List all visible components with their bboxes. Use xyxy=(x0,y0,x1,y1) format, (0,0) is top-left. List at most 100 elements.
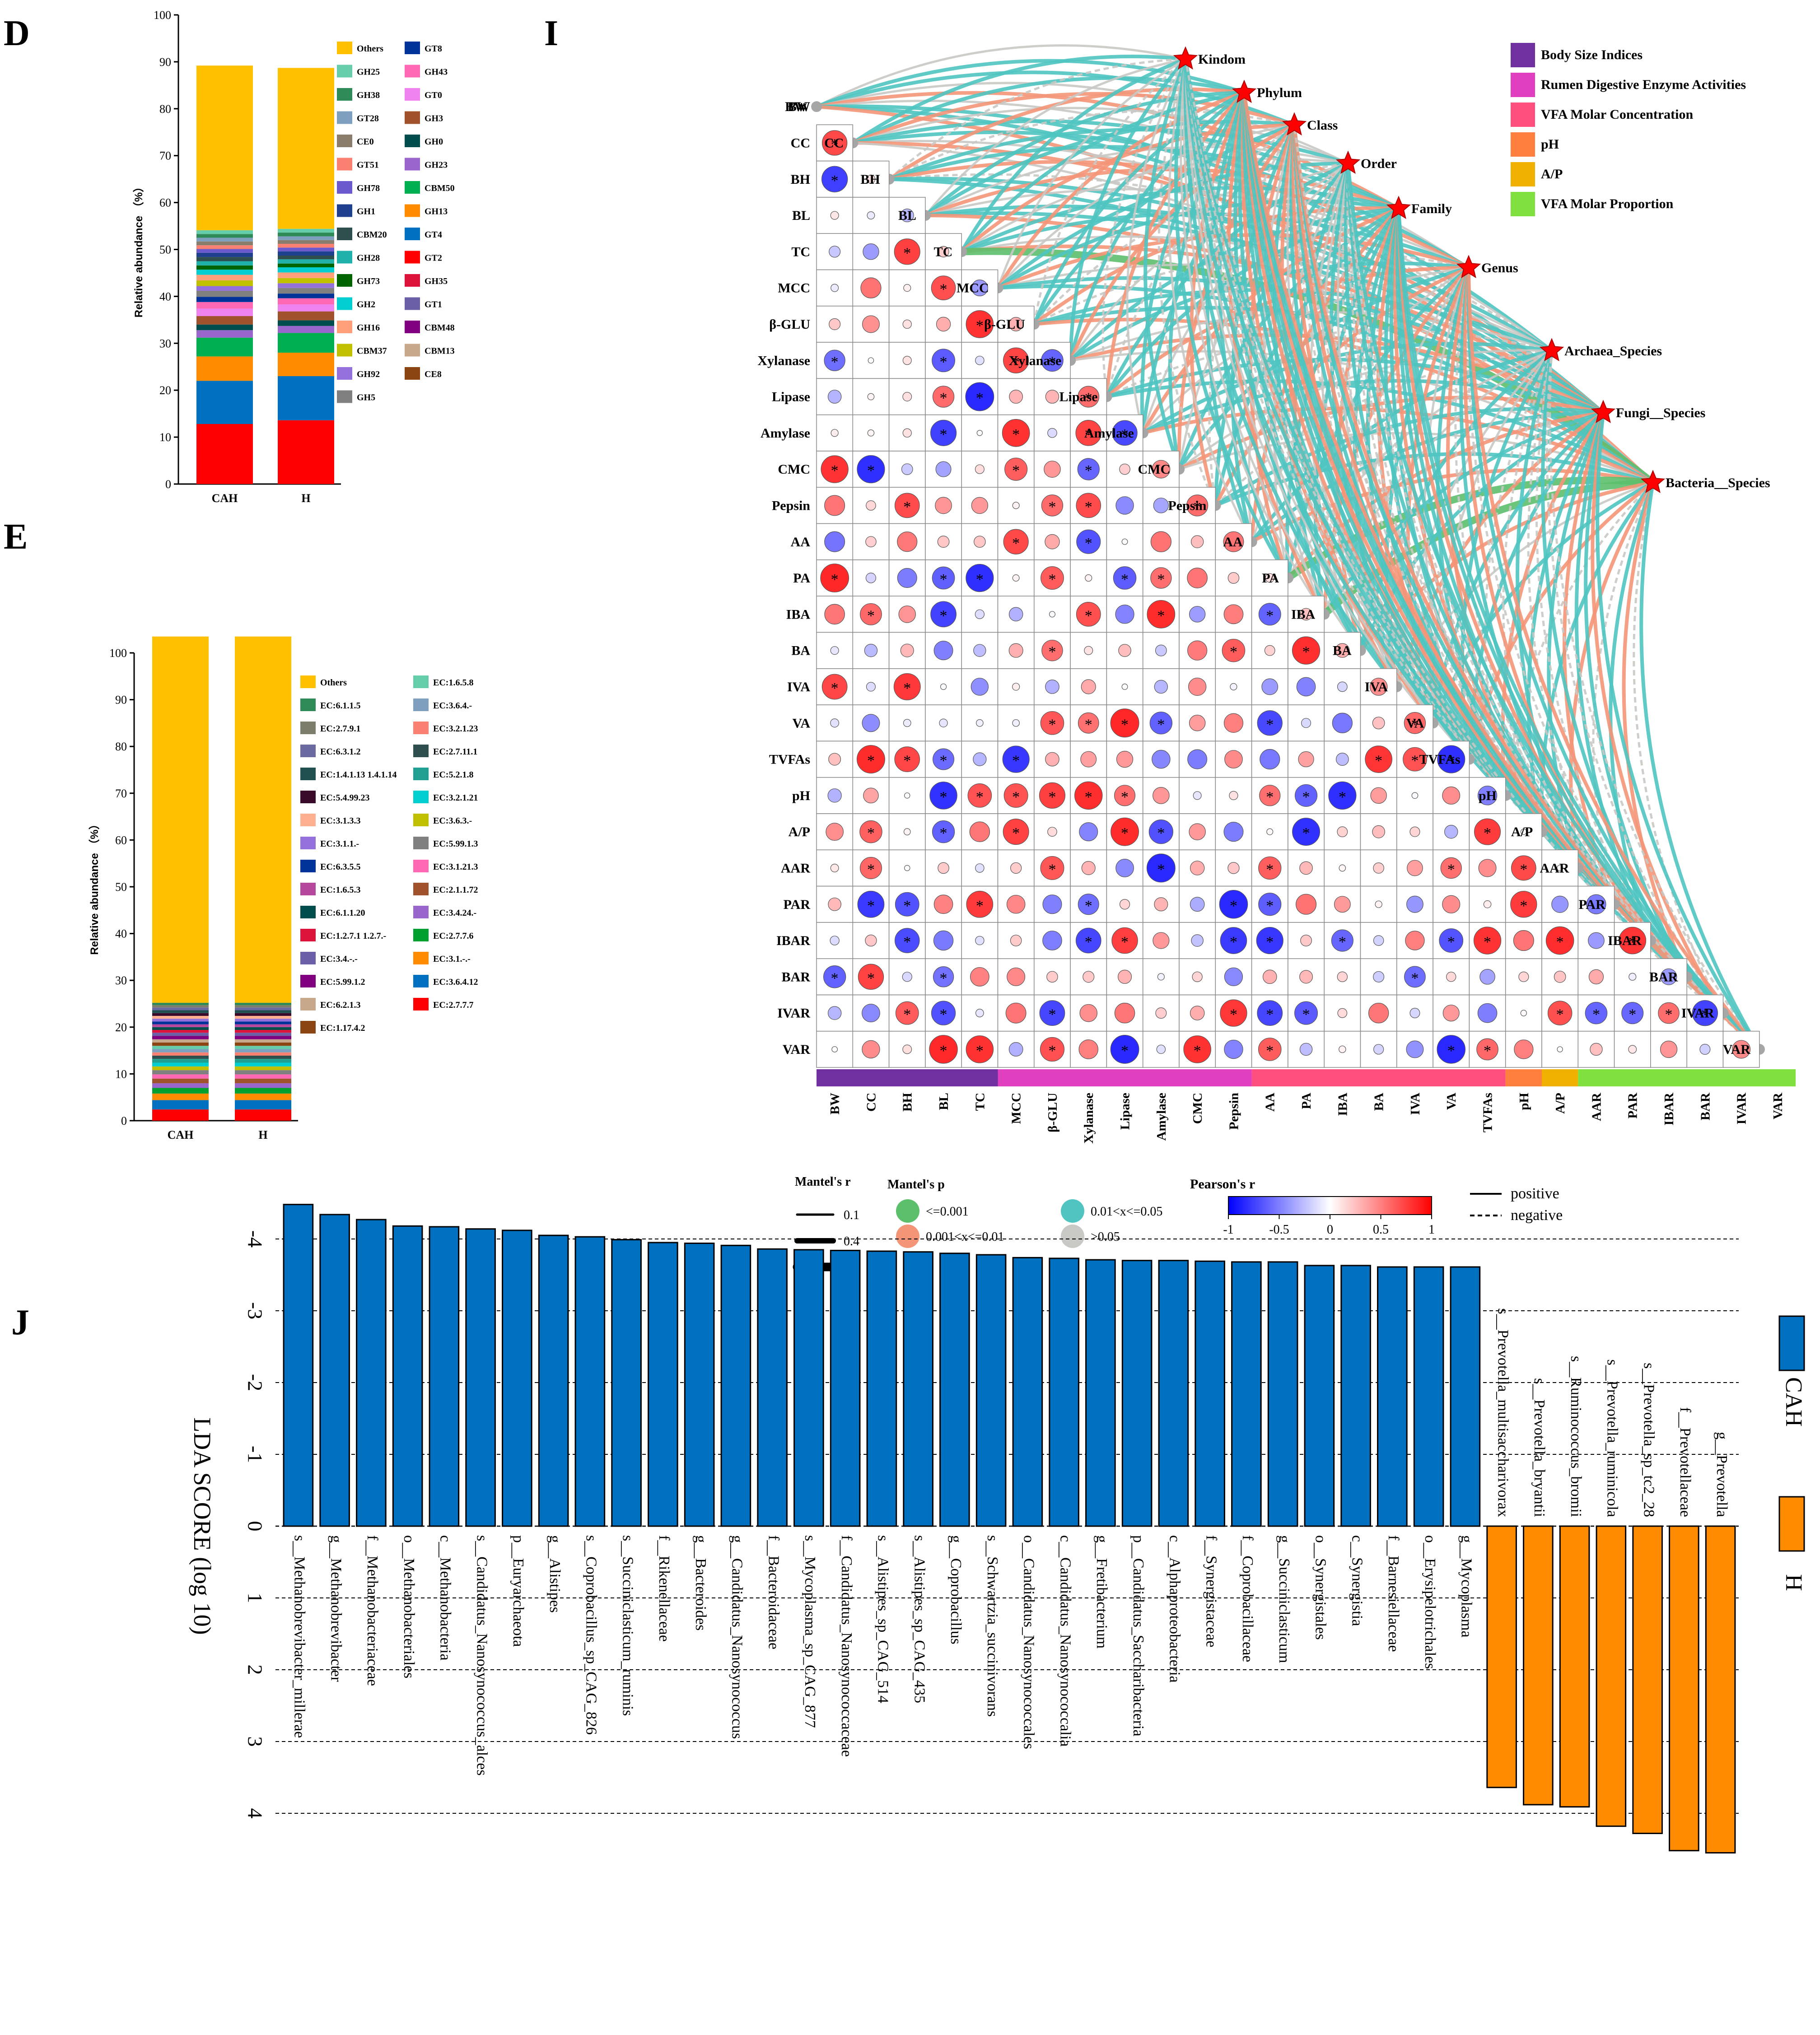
correlation-circle xyxy=(867,429,875,437)
group-legend-swatch xyxy=(1511,102,1535,127)
lda-y-tick-label: 4 xyxy=(243,1808,266,1819)
lda-bar-s-ruminococcus-bromii xyxy=(1559,1525,1590,1808)
significance-star: * xyxy=(903,245,911,261)
correlation-circle xyxy=(1121,683,1128,690)
significance-star: * xyxy=(1411,716,1419,733)
significance-star: * xyxy=(940,789,947,806)
variable-node xyxy=(811,101,822,112)
bar-segment-ec-3-6-4-12 xyxy=(152,1100,209,1110)
correlation-circle xyxy=(966,1035,994,1063)
correlation-circle xyxy=(1111,927,1138,954)
legend-label-ec-5-99-1-2: EC:5.99.1.2 xyxy=(320,977,365,987)
y-tick-label: 10 xyxy=(115,1067,127,1080)
taxon-label: Fungi__Species xyxy=(1616,405,1705,420)
taxon-star-icon xyxy=(1640,470,1666,494)
lda-bar-label: s__Mycoplasma_sp_CAG_877 xyxy=(802,1535,818,1728)
bar-segment-ec-1-6-5-8 xyxy=(152,1046,209,1049)
group-legend-label: Body Size Indices xyxy=(1541,47,1643,62)
mantel-link xyxy=(1622,482,1689,978)
legend-label-gh23: GH23 xyxy=(425,160,448,170)
mantel-link xyxy=(1347,163,1688,978)
correlation-circle xyxy=(1334,896,1351,913)
lda-bar-label: s__Ruminococcus_bromii xyxy=(1568,1356,1584,1517)
legend-swatch-gh0 xyxy=(405,135,420,147)
legend-label-ec-2-1-1-72: EC:2.1.1.72 xyxy=(433,885,478,895)
legend-label-ec-6-2-1-3: EC:6.2.1.3 xyxy=(320,1000,360,1010)
panel-letter-e: E xyxy=(4,517,28,557)
bar-segment-gh5 xyxy=(278,288,334,294)
bar-segment-others xyxy=(278,68,334,229)
significance-star: * xyxy=(1121,825,1129,842)
bar-segment-others xyxy=(152,636,209,1003)
significance-star: * xyxy=(867,970,875,987)
correlation-circle xyxy=(1373,1044,1384,1055)
significance-star: * xyxy=(867,462,875,479)
bar-segment-ec-6-2-1-3 xyxy=(152,1039,209,1043)
significance-star: * xyxy=(903,1006,911,1023)
correlation-circle xyxy=(1116,750,1134,768)
bar-segment-gh92 xyxy=(278,283,334,288)
correlation-circle xyxy=(859,857,882,879)
significance-star: * xyxy=(1085,716,1092,733)
correlation-circle xyxy=(936,317,951,332)
correlation-circle xyxy=(966,890,994,918)
legend-label-gh38: GH38 xyxy=(357,90,380,100)
bar-segment-gh25 xyxy=(196,230,253,234)
legend-label-ec-2-7-7-7: EC:2.7.7.7 xyxy=(433,1000,473,1010)
legend-swatch-gh1 xyxy=(337,204,352,217)
taxon-label: Archaea_Species xyxy=(1564,344,1662,359)
correlation-circle xyxy=(1296,894,1317,915)
correlation-circle xyxy=(1372,825,1385,838)
bar-segment-ec-1-2-7-1-1-2-7 xyxy=(152,1030,209,1033)
legend-swatch-gh16 xyxy=(337,321,352,333)
group-bar-vfa-molar-concentration xyxy=(1251,1069,1506,1087)
lda-bar-label: f__Bacteroidaceae xyxy=(765,1535,782,1649)
correlation-circle xyxy=(1337,826,1348,838)
group-bar-body-size-indices xyxy=(817,1069,998,1087)
correlation-circle xyxy=(1111,817,1139,846)
mantel-link xyxy=(1591,412,1725,1014)
col-label-lipase: Lipase xyxy=(1118,1093,1133,1130)
correlation-circle xyxy=(1292,818,1321,846)
lda-bar-label: g__Mycoplasma xyxy=(1458,1535,1475,1638)
correlation-circle xyxy=(867,393,875,400)
bar-segment-ec-3-1-3-3 xyxy=(235,1015,291,1019)
legend-label-ec-1-4-1-13-1-4-1-14: EC:1.4.1.13 1.4.1.14 xyxy=(320,770,397,780)
correlation-circle xyxy=(1153,787,1170,804)
bar-segment-ec-2-7-7-6 xyxy=(235,1088,291,1094)
pearson-tick-label: 0 xyxy=(1327,1223,1333,1237)
legend-label-cbm20: CBM20 xyxy=(357,230,387,240)
col-label-va: VA xyxy=(1444,1093,1459,1110)
correlation-circle xyxy=(1078,894,1099,915)
mantel-link xyxy=(1293,125,1725,1015)
correlation-circle xyxy=(1551,895,1569,913)
diag-label-mcc: MCC xyxy=(957,281,989,296)
correlation-circle xyxy=(1008,1042,1023,1057)
correlation-circle xyxy=(1300,935,1312,946)
row-label-bar: BAR xyxy=(782,969,811,984)
col-label-cc: CC xyxy=(864,1093,878,1112)
lda-bar-c-methanobacteria xyxy=(429,1226,460,1527)
correlation-circle xyxy=(1474,818,1501,845)
correlation-circle xyxy=(904,865,910,871)
significance-star: * xyxy=(1302,789,1310,806)
significance-star: * xyxy=(1048,1043,1056,1059)
significance-star: * xyxy=(831,354,839,370)
correlation-circle xyxy=(830,211,839,220)
lda-bar-label: f__Coprobacillaceae xyxy=(1239,1535,1256,1662)
correlation-circle xyxy=(940,683,947,690)
correlation-circle xyxy=(902,428,912,438)
lda-bar-label: g__Bacteroides xyxy=(692,1535,709,1631)
bar-segment-gt2 xyxy=(278,420,334,484)
mantel-link xyxy=(816,44,1186,108)
mantel-link xyxy=(888,58,1186,180)
row-label-par: PAR xyxy=(784,897,811,912)
significance-star: * xyxy=(1085,462,1092,479)
correlation-circle xyxy=(857,890,885,918)
correlation-circle xyxy=(1078,712,1099,734)
correlation-circle xyxy=(1619,927,1647,955)
bar-segment-gt51 xyxy=(196,245,253,249)
group-legend-swatch xyxy=(1511,73,1535,97)
col-label-aar: AAR xyxy=(1589,1092,1604,1121)
legend-label-gh35: GH35 xyxy=(425,276,448,286)
